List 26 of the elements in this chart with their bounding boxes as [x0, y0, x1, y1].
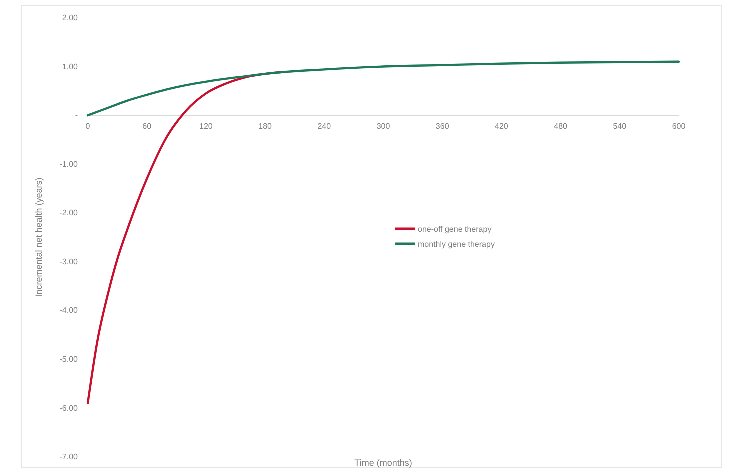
x-tick-label: 360 — [436, 122, 450, 132]
legend-label: one-off gene therapy — [418, 225, 492, 234]
x-tick-label: 240 — [318, 122, 332, 132]
y-tick-label: -1.00 — [60, 160, 79, 169]
y-axis-title: Incremental net health (years) — [34, 178, 44, 298]
x-tick-label: 300 — [376, 122, 391, 132]
y-tick-label: -5.00 — [60, 355, 79, 364]
y-tick-label: 2.00 — [62, 14, 79, 23]
y-tick-label: -6.00 — [60, 404, 79, 413]
x-tick-label: 540 — [613, 122, 628, 132]
y-tick-label: -3.00 — [60, 257, 79, 266]
y-tick-label: -4.00 — [60, 306, 79, 316]
y-tick-label: 1.00 — [62, 62, 79, 72]
x-tick-label: 0 — [86, 122, 91, 132]
x-tick-label: 600 — [672, 122, 686, 132]
x-axis-title: Time (months) — [354, 458, 412, 468]
legend-label: monthly gene therapy — [418, 240, 495, 249]
x-tick-label: 180 — [258, 122, 273, 132]
x-tick-label: 420 — [495, 122, 509, 132]
x-tick-label: 480 — [554, 122, 568, 132]
y-tick-label: -7.00 — [60, 452, 79, 462]
line-series — [86, 60, 680, 117]
x-tick-label: 60 — [142, 122, 152, 132]
y-tick-label: -2.00 — [60, 208, 79, 218]
x-tick-label: 120 — [200, 122, 214, 132]
y-tick-label: - — [75, 111, 78, 120]
